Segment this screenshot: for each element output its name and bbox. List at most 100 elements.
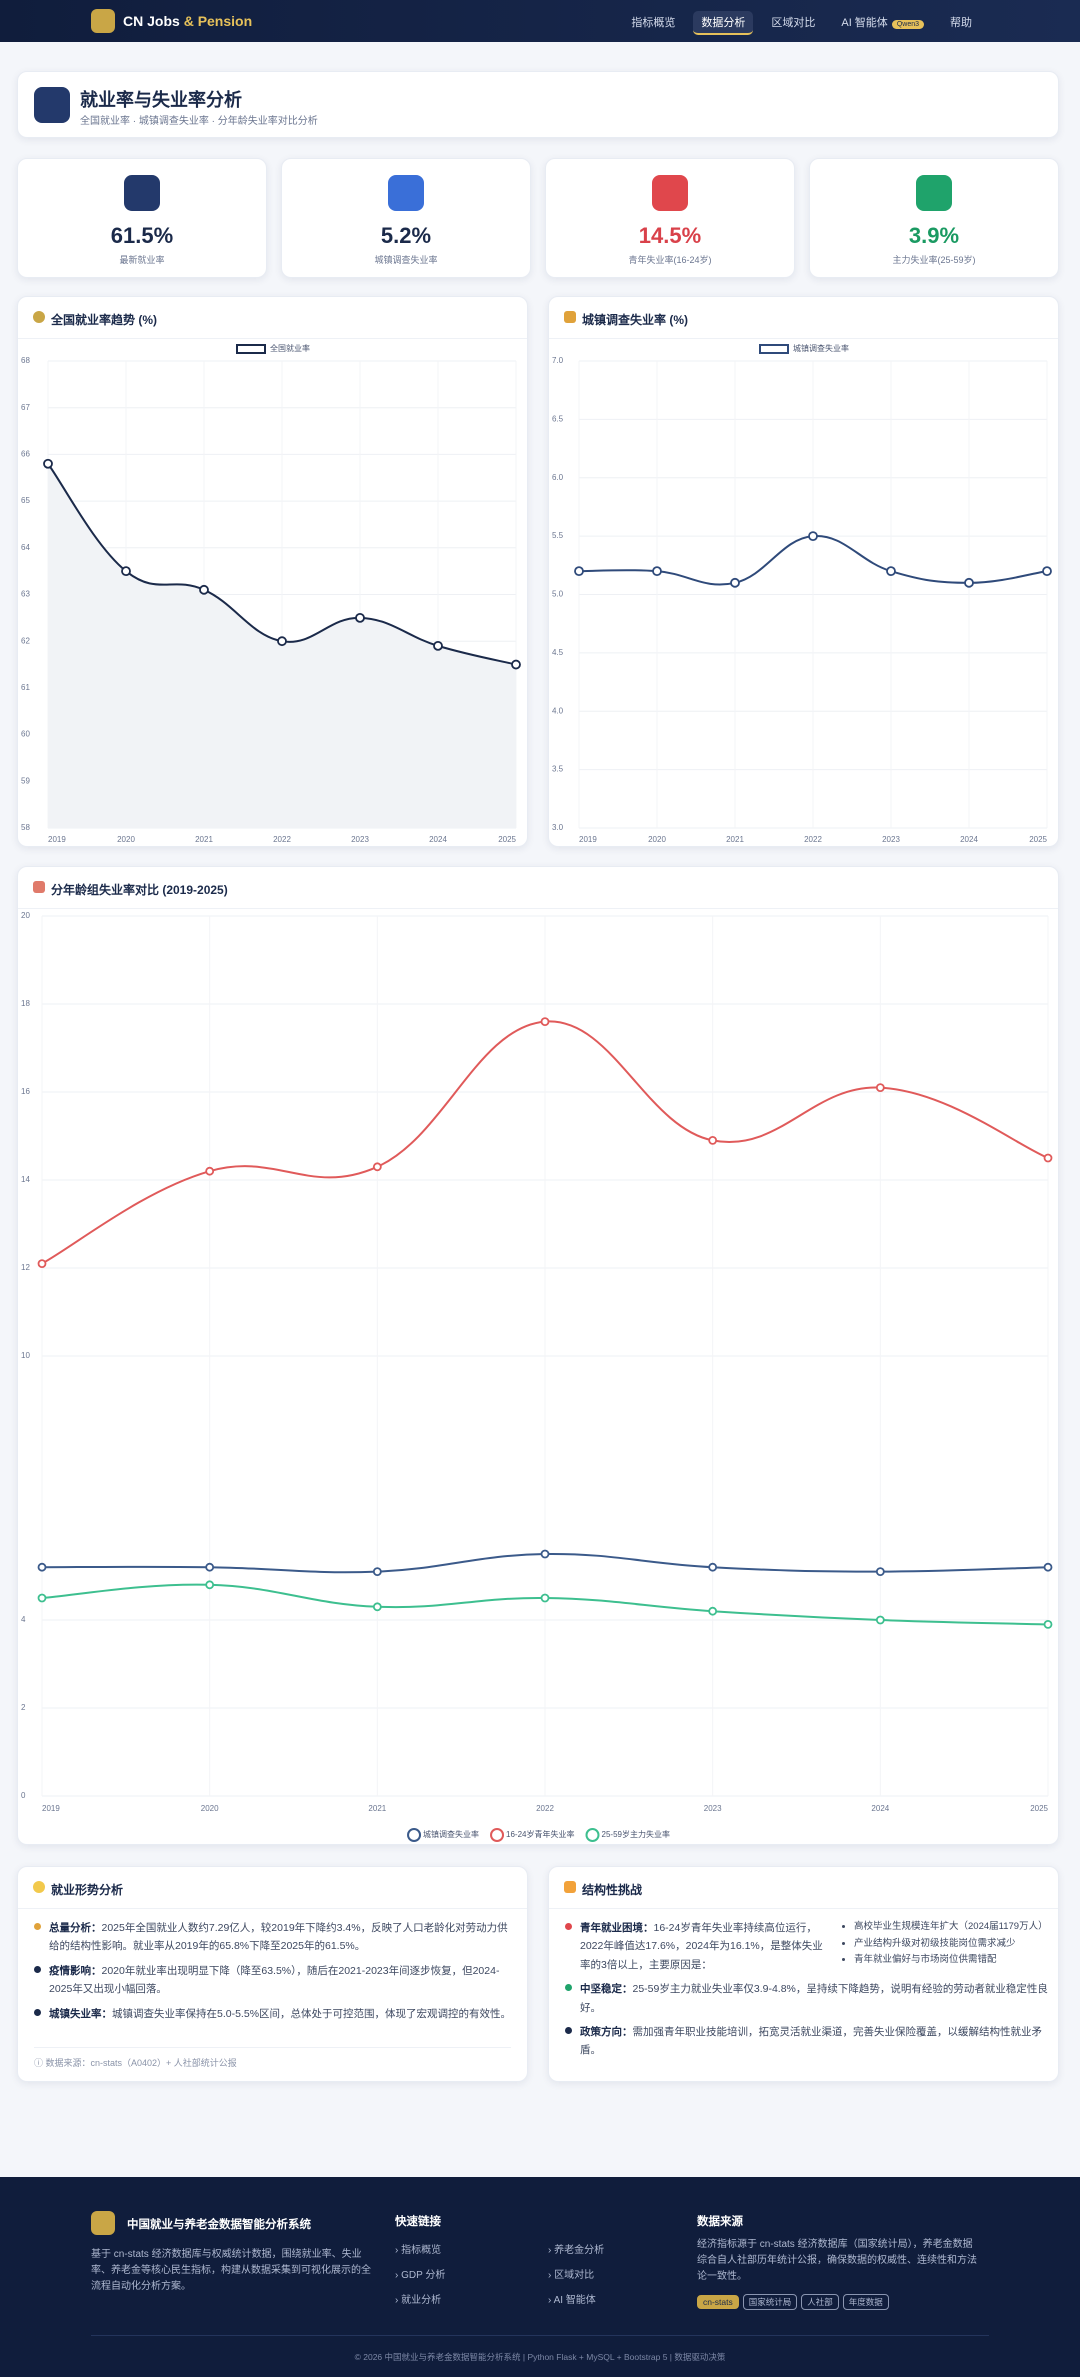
point <box>964 577 974 588</box>
legend-swatch <box>407 1828 422 1842</box>
point <box>372 1602 382 1612</box>
y-tick-label: 61 <box>21 683 30 692</box>
item-label: 政策方向： <box>580 2025 633 2038</box>
x-tick-label: 2022 <box>536 1804 554 1813</box>
legend-swatch <box>585 1828 600 1842</box>
logo <box>91 9 115 33</box>
card-header: 结构性挑战 <box>549 1867 1058 1909</box>
legend-label: 城镇调查失业率 <box>423 1829 479 1839</box>
page-title: 就业率与失业率分析 <box>80 90 242 110</box>
footer-desc: 基于 cn-stats 经济数据库与权威统计数据，围绕就业率、失业率、养老金等核… <box>91 2249 371 2292</box>
item-label: 疫情影响： <box>49 1964 102 1977</box>
navbar: CN Jobs & Pension 指标概览 数据分析 区域对比 AI 智能体 Q… <box>0 0 1080 42</box>
card-title: 结构性挑战 <box>582 1883 643 1897</box>
point <box>730 577 740 588</box>
footer-tags: cn-stats 国家统计局 人社部 年度数据 <box>697 2294 893 2310</box>
dot <box>34 1965 41 1973</box>
stat-value: 5.2% <box>380 223 432 248</box>
card-header: 分年龄组失业率对比 (2019-2025) <box>18 867 1058 909</box>
y-tick-label: 67 <box>21 403 30 412</box>
x-tick-label: 2019 <box>42 1804 60 1813</box>
chart-card: 分年龄组失业率对比 (2019-2025) 0 2 4 10 12 14 16 18 20 201… <box>17 866 1059 1845</box>
footer-link[interactable]: › AI 智能体 <box>548 2295 596 2306</box>
page-subtitle: 全国就业率 · 城镇调查失业率 · 分年龄失业率对比分析 <box>80 116 318 127</box>
legend-label: 全国就业率 <box>270 343 310 353</box>
analysis-item: 总量分析：2025年全国就业人数约7.29亿人，较2019年下降约3.4%，反映… <box>34 1919 514 1956</box>
point <box>1043 1153 1053 1163</box>
copyright: © 2026 中国就业与养老金数据智能分析系统 | Python Flask +… <box>354 2352 726 2362</box>
item-label: 青年就业困境： <box>580 1922 654 1934</box>
footer-link[interactable]: › 养老金分析 <box>548 2245 605 2256</box>
y-tick-label: 4.5 <box>552 648 564 657</box>
item-text: 2025年全国就业人数约7.29亿人，较2019年下降约3.4%，反映了人口老龄… <box>49 1922 508 1953</box>
nav-label: AI 智能体 <box>841 17 888 29</box>
y-tick-label: 66 <box>21 450 30 459</box>
legend-swatch <box>759 344 789 354</box>
bullet: 青年就业偏好与市场岗位供需错配 <box>854 1952 1048 1969</box>
dot <box>565 2026 572 2034</box>
stat-value: 14.5% <box>638 223 702 248</box>
y-tick-label: 2 <box>21 1703 26 1712</box>
y-tick-label: 63 <box>21 590 30 599</box>
legend: 城镇调查失业率 16-24岁青年失业率 25-59岁主力失业率 <box>407 1828 670 1842</box>
brand[interactable]: CN Jobs & Pension <box>123 13 252 29</box>
item-label: 中坚稳定： <box>580 1983 633 1996</box>
tag: 人社部 <box>801 2294 839 2310</box>
analysis-card: 就业形势分析 总量分析：2025年全国就业人数约7.29亿人，较2019年下降约… <box>17 1866 528 2082</box>
icon <box>564 1881 576 1893</box>
footer-link[interactable]: › 区域对比 <box>548 2270 595 2281</box>
nav-item[interactable]: AI 智能体 Qwen3 <box>833 11 932 35</box>
card-header: 就业形势分析 <box>18 1867 527 1909</box>
y-tick-label: 5.0 <box>552 590 564 599</box>
link-text: 就业分析 <box>401 2295 442 2306</box>
link-text: 区域对比 <box>554 2270 595 2281</box>
point <box>708 1135 718 1145</box>
nav-item[interactable]: 帮助 <box>950 17 972 29</box>
stat-icon <box>124 175 160 211</box>
chart: 3.0 3.5 4.0 4.5 5.0 5.5 6.0 6.5 7.0 2019 2020 2021 2… <box>552 343 1052 844</box>
y-tick-label: 68 <box>21 356 30 365</box>
icon <box>33 881 45 893</box>
footer-heading: 数据来源 <box>697 2216 743 2228</box>
point <box>540 1017 550 1026</box>
y-tick-label: 18 <box>21 999 30 1008</box>
y-tick-label: 64 <box>21 543 30 552</box>
item-text: 25-59岁主力就业失业率仅3.9-4.8%，呈持续下降趋势，说明有经验的劳动者… <box>580 1983 1048 2014</box>
nav-items: 指标概览 数据分析 区域对比 AI 智能体 Qwen3 帮助 <box>623 11 980 35</box>
bullet-list: 高校毕业生规模连年扩大（2024届1179万人） 产业结构升级对初级技能岗位需求… <box>840 1919 1048 1974</box>
chart-title: 分年龄组失业率对比 (2019-2025) <box>51 883 228 897</box>
point <box>652 566 662 577</box>
link-text: AI 智能体 <box>553 2295 596 2306</box>
stat-value: 3.9% <box>908 223 960 248</box>
point <box>372 1162 382 1172</box>
legend-swatch <box>236 344 266 354</box>
item-text: 城镇调查失业率保持在5.0-5.5%区间，总体处于可控范围，体现了宏观调控的有效… <box>112 2007 512 2020</box>
analysis-item: 青年就业困境：16-24岁青年失业率持续高位运行，2022年峰值达17.6%，2… <box>565 1919 1049 1974</box>
nav-item[interactable]: 数据分析 <box>693 11 754 35</box>
x-tick-label: 2020 <box>117 835 135 844</box>
x-tick-label: 2020 <box>201 1804 219 1813</box>
dot <box>565 1923 572 1930</box>
footer-link[interactable]: › GDP 分析 <box>395 2270 446 2281</box>
item-text: 需加强青年职业技能培训，拓宽灵活就业渠道，完善失业保险覆盖，以缓解结构性就业矛盾… <box>580 2025 1042 2057</box>
source-text: 数据来源：cn-stats（A0402）+ 人社部统计公报 <box>45 2058 237 2068</box>
x-tick-label: 2023 <box>704 1804 722 1813</box>
y-tick-label: 59 <box>21 776 30 785</box>
nav-item[interactable]: 指标概览 <box>631 17 676 29</box>
item-main: 青年就业困境：16-24岁青年失业率持续高位运行，2022年峰值达17.6%，2… <box>565 1919 830 1974</box>
point <box>875 1567 885 1576</box>
x-tick-label: 2025 <box>1030 1804 1048 1813</box>
footer-link[interactable]: › 就业分析 <box>395 2295 442 2306</box>
nav-item[interactable]: 区域对比 <box>771 17 816 29</box>
tag: 国家统计局 <box>742 2294 798 2310</box>
y-tick-label: 4 <box>21 1615 26 1624</box>
badge: Qwen3 <box>891 20 924 29</box>
chart-card: 全国就业率趋势 (%) 58 59 60 61 62 63 64 65 66 67 68 2019 20… <box>17 296 528 847</box>
x-tick-label: 2021 <box>368 1804 386 1813</box>
y-tick-label: 3.0 <box>552 823 564 832</box>
analysis-item: 政策方向：需加强青年职业技能培训，拓宽灵活就业渠道，完善失业保险覆盖，以缓解结构… <box>565 2023 1049 2060</box>
brand-prefix: CN Jobs <box>123 13 180 29</box>
footer-link[interactable]: › 指标概览 <box>395 2245 442 2256</box>
point <box>433 640 443 651</box>
